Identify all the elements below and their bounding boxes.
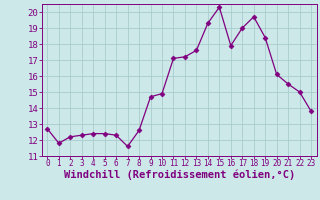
X-axis label: Windchill (Refroidissement éolien,°C): Windchill (Refroidissement éolien,°C)	[64, 170, 295, 180]
